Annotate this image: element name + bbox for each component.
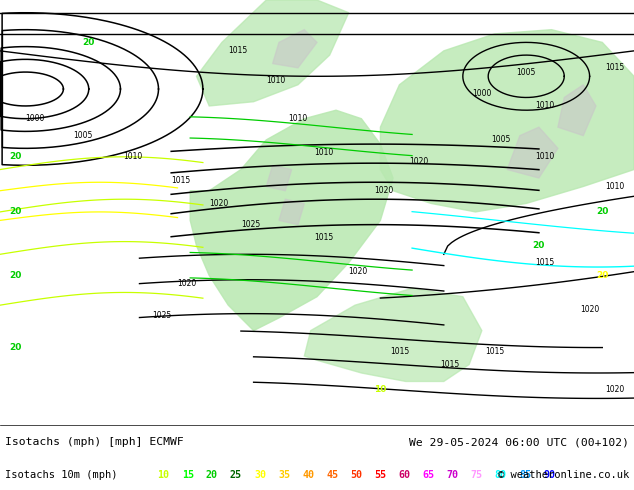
Text: 20: 20: [206, 470, 217, 481]
Text: 20: 20: [10, 271, 22, 280]
Text: 25: 25: [230, 470, 242, 481]
Text: 1015: 1015: [314, 233, 333, 242]
Polygon shape: [507, 127, 558, 178]
Text: 20: 20: [10, 152, 22, 161]
Text: 1015: 1015: [390, 347, 409, 356]
Text: 1010: 1010: [314, 148, 333, 157]
Polygon shape: [279, 199, 304, 224]
Text: 1010: 1010: [124, 152, 143, 161]
Text: 40: 40: [302, 470, 314, 481]
Text: 1025: 1025: [241, 220, 260, 229]
Text: 1005: 1005: [517, 68, 536, 76]
Text: 1010: 1010: [536, 152, 555, 161]
Text: 20: 20: [10, 343, 22, 352]
Text: 1015: 1015: [228, 47, 247, 55]
Text: 1000: 1000: [472, 89, 491, 98]
Text: 1020: 1020: [605, 386, 624, 394]
Polygon shape: [304, 288, 482, 381]
Polygon shape: [558, 85, 596, 136]
Text: 65: 65: [423, 470, 434, 481]
Text: 15: 15: [182, 470, 193, 481]
Polygon shape: [380, 30, 634, 212]
Text: 1005: 1005: [491, 135, 510, 145]
Text: 1015: 1015: [485, 347, 504, 356]
Text: 20: 20: [596, 271, 609, 280]
Text: 20: 20: [10, 207, 22, 217]
Text: 1010: 1010: [288, 114, 307, 123]
Text: 1020: 1020: [178, 279, 197, 289]
Polygon shape: [190, 110, 393, 331]
Text: © weatheronline.co.uk: © weatheronline.co.uk: [498, 470, 629, 481]
Text: 1010: 1010: [605, 182, 624, 191]
Text: 70: 70: [447, 470, 458, 481]
Text: 20: 20: [82, 38, 95, 47]
Text: 1010: 1010: [536, 101, 555, 110]
Text: 1025: 1025: [152, 311, 171, 320]
Text: 1015: 1015: [171, 175, 190, 185]
Text: 1020: 1020: [409, 157, 428, 166]
Polygon shape: [273, 30, 317, 68]
Text: 1020: 1020: [209, 199, 228, 208]
Text: 10: 10: [158, 470, 169, 481]
Text: 75: 75: [471, 470, 482, 481]
Text: 1010: 1010: [266, 76, 285, 85]
Text: 60: 60: [399, 470, 410, 481]
Polygon shape: [266, 165, 292, 191]
Text: 1020: 1020: [374, 186, 393, 195]
Text: 1020: 1020: [349, 267, 368, 276]
Text: 1005: 1005: [73, 131, 92, 140]
Text: 1015: 1015: [441, 360, 460, 369]
Text: We 29-05-2024 06:00 UTC (00+102): We 29-05-2024 06:00 UTC (00+102): [409, 438, 629, 447]
Text: 90: 90: [543, 470, 555, 481]
Text: 35: 35: [278, 470, 290, 481]
Polygon shape: [197, 0, 349, 106]
Text: Isotachs (mph) [mph] ECMWF: Isotachs (mph) [mph] ECMWF: [5, 438, 184, 447]
Text: 20: 20: [533, 242, 545, 250]
Text: 10: 10: [374, 386, 387, 394]
Text: 30: 30: [254, 470, 266, 481]
Text: 1015: 1015: [605, 63, 624, 73]
Text: 20: 20: [596, 207, 609, 217]
Text: 55: 55: [375, 470, 386, 481]
Text: 1000: 1000: [25, 114, 44, 123]
Text: 1015: 1015: [536, 258, 555, 267]
Text: 85: 85: [519, 470, 531, 481]
Text: 45: 45: [327, 470, 338, 481]
Text: 1020: 1020: [580, 305, 599, 314]
Text: 80: 80: [495, 470, 507, 481]
Text: 50: 50: [351, 470, 362, 481]
Text: Isotachs 10m (mph): Isotachs 10m (mph): [5, 470, 117, 481]
